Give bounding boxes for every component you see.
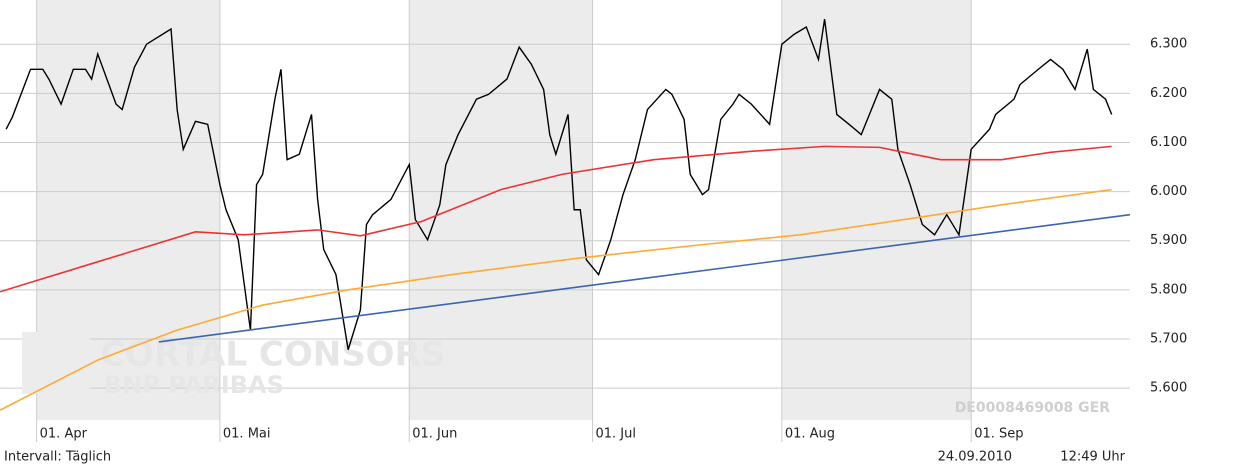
watermark-text: CORTAL CONSORS [100,335,445,375]
isin: DE0008469008 GER [955,400,1111,416]
y-tick-label: 5.600 [1150,381,1187,396]
watermark-text: BNP PARIBAS [104,371,284,399]
interval-label: Intervall: Täglich [4,450,111,465]
watermark-logo [22,332,90,394]
y-tick-label: 6.000 [1150,184,1187,199]
y-tick-label: 6.200 [1150,86,1187,101]
x-tick-label: 01. Jun [412,427,457,442]
x-tick-label: 01. Jul [595,427,636,442]
y-tick-label: 6.300 [1150,37,1187,52]
y-tick-label: 6.100 [1150,135,1187,150]
y-tick-label: 5.800 [1150,282,1187,297]
month-band [781,0,972,420]
time: 12:49 Uhr [1060,450,1125,465]
month-band [409,0,593,420]
y-tick-label: 5.900 [1150,233,1187,248]
x-tick-label: 01. Mai [223,427,271,442]
y-tick-label: 5.700 [1150,331,1187,346]
series-line [0,145,1112,293]
watermark: CORTAL CONSORS BNP PARIBAS [22,332,445,399]
date: 24.09.2010 [938,450,1012,465]
series-line [0,188,1112,411]
x-tick-label: 01. Sep [974,427,1023,442]
x-tick-label: 01. Apr [40,427,88,442]
x-tick-label: 01. Aug [785,427,835,442]
series-line [158,213,1131,343]
series-line [5,19,1113,350]
